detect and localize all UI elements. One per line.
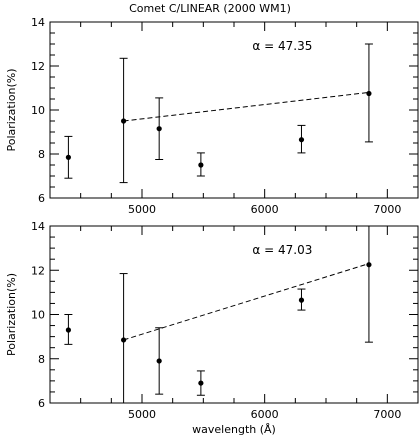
y-tick-label: 14 (31, 220, 45, 233)
data-point (298, 137, 305, 143)
data-point (298, 297, 305, 303)
x-tick-label: 6000 (251, 408, 279, 421)
y-tick-label: 6 (38, 192, 45, 205)
x-tick-label: 5000 (128, 408, 156, 421)
y-tick-label: 10 (31, 309, 45, 322)
x-tick-label: 6000 (251, 203, 279, 216)
data-point (198, 380, 204, 386)
y-tick-label: 10 (31, 104, 45, 117)
plot-frame (49, 21, 419, 199)
fit-line (123, 263, 370, 341)
fit-line (123, 91, 369, 122)
alpha-annotation: α = 47.35 (252, 39, 312, 53)
y-axis-label: Polarization(%) (5, 273, 18, 356)
figure-title: Comet C/LINEAR (2000 WM1) (129, 2, 291, 15)
data-point (156, 358, 162, 364)
y-tick-label: 14 (31, 16, 45, 29)
y-tick-label: 12 (31, 264, 45, 277)
chart-panel-top: 5000 6000 7000 6 8 10 12 14 Polarization(%) α = 4… (5, 16, 419, 216)
data-point (366, 262, 372, 268)
x-tick-label: 7000 (373, 408, 401, 421)
y-tick-label: 8 (38, 148, 45, 161)
data-point (366, 90, 372, 97)
y-tick-label: 8 (38, 353, 45, 366)
y-tick-label: 12 (31, 60, 45, 73)
chart-panel-bottom: 5000 6000 7000 6 8 10 12 14 Polarization(%) wavel… (5, 220, 419, 436)
data-point (65, 327, 71, 333)
y-axis-label: Polarization(%) (5, 69, 18, 152)
x-tick-label: 7000 (373, 203, 401, 216)
plot-frame (49, 225, 419, 404)
y-tick-label: 6 (38, 397, 45, 410)
data-point (65, 154, 71, 160)
data-point (198, 162, 204, 168)
alpha-annotation: α = 47.03 (252, 243, 312, 257)
data-point (121, 337, 127, 343)
x-tick-label: 5000 (128, 203, 156, 216)
data-point (121, 118, 127, 124)
x-axis-label: wavelength (Å) (192, 423, 276, 436)
data-point (156, 126, 162, 132)
